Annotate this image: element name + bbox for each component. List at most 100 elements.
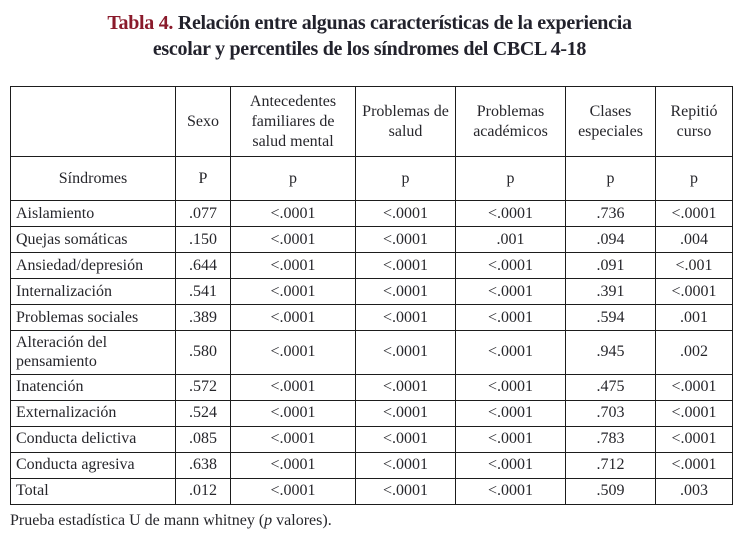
table-cell: .085 (175, 425, 231, 453)
table-row: Externalización .524 <.0001 <.0001 <.0001.70… (10, 399, 733, 427)
table-cell: .389 (175, 304, 231, 332)
table-cell: <.0001 (355, 477, 456, 505)
row-label: Inatención (10, 373, 176, 401)
table-cell: <.0001 (355, 226, 456, 254)
table-cell: <.0001 (230, 226, 356, 254)
row-label: Problemas sociales (10, 304, 176, 332)
table-cell: <.0001 (455, 477, 566, 505)
table-cell: <.0001 (355, 304, 456, 332)
header-row-top: Sexo Antecedentes familiares de salud men… (10, 86, 733, 158)
table-row: Internalización .541 <.0001 <.0001 <.0001.39… (10, 278, 733, 306)
row-label: Conducta delictiva (10, 425, 176, 453)
column-header (10, 86, 176, 158)
table-row: Problemas sociales .389 <.0001 <.0001 <.0001… (10, 304, 733, 332)
table-cell: .783 (565, 425, 656, 453)
table-cell: <.0001 (230, 425, 356, 453)
table-cell: <.0001 (355, 373, 456, 401)
table-cell: <.0001 (455, 278, 566, 306)
table-cell: .475 (565, 373, 656, 401)
column-subheader: P (175, 156, 231, 202)
row-label: Conducta agresiva (10, 451, 176, 479)
table-cell: .524 (175, 399, 231, 427)
table-cell: <.0001 (455, 200, 566, 228)
row-label: Alteración del pensamiento (10, 330, 176, 375)
table-cell: <.0001 (230, 200, 356, 228)
table-cell: <.0001 (455, 304, 566, 332)
table-cell: .712 (565, 451, 656, 479)
table-cell: <.0001 (655, 373, 733, 401)
row-label: Aislamiento (10, 200, 176, 228)
table-cell: <.0001 (355, 399, 456, 427)
table-title-label: Tabla 4. (107, 12, 174, 34)
column-subheader: p (355, 156, 456, 202)
row-label: Externalización (10, 399, 176, 427)
column-header: Antecedentes familiares de salud mental (230, 86, 356, 158)
table-header: Sexo Antecedentes familiares de salud men… (10, 86, 733, 202)
table-cell: <.0001 (655, 399, 733, 427)
table-cell: <.0001 (355, 330, 456, 375)
table-cell: .004 (655, 226, 733, 254)
table-cell: .001 (655, 304, 733, 332)
table-row: Conducta delictiva .085 <.0001 <.0001 <.0001… (10, 425, 733, 453)
column-header: Repitió curso (655, 86, 733, 158)
table-cell: .094 (565, 226, 656, 254)
table-cell: <.0001 (230, 477, 356, 505)
table-cell: <.0001 (655, 451, 733, 479)
table-row: Aislamiento .077 <.0001 <.0001 <.0001.736 <.0… (10, 200, 733, 228)
table-cell: <.0001 (455, 330, 566, 375)
footnote-suffix: valores). (272, 511, 332, 529)
table-cell: <.0001 (455, 373, 566, 401)
table-cell: .509 (565, 477, 656, 505)
table-row: Conducta agresiva .638 <.0001 <.0001 <.0001.… (10, 451, 733, 479)
table-cell: <.0001 (455, 425, 566, 453)
table-title-line1: Relación entre algunas características d… (173, 12, 632, 34)
table-row: Total .012 <.0001 <.0001 <.0001.509.003 (10, 477, 733, 505)
table-cell: .077 (175, 200, 231, 228)
table-cell: <.0001 (230, 304, 356, 332)
table-row: Alteración del pensamiento .580 <.0001 <.00… (10, 330, 733, 375)
table-cell: <.0001 (355, 425, 456, 453)
table-cell: .002 (655, 330, 733, 375)
column-subheader: p (565, 156, 656, 202)
table-cell: <.0001 (230, 451, 356, 479)
table-cell: <.0001 (455, 252, 566, 280)
table-cell: <.0001 (355, 278, 456, 306)
table-cell: .703 (565, 399, 656, 427)
table-cell: <.0001 (655, 200, 733, 228)
table-cell: <.0001 (455, 399, 566, 427)
column-subheader: p (455, 156, 566, 202)
column-subheader: p (230, 156, 356, 202)
table-cell: <.0001 (355, 252, 456, 280)
table-cell: .391 (565, 278, 656, 306)
table-cell: .644 (175, 252, 231, 280)
table-title-line2: escolar y percentiles de los síndromes d… (152, 37, 587, 60)
footnote-prefix: Prueba estadística U de mann whitney ( (10, 511, 265, 529)
table-cell: .003 (655, 477, 733, 505)
table-cell: .594 (565, 304, 656, 332)
table-cell: .638 (175, 451, 231, 479)
table-row: Inatención .572 <.0001 <.0001 <.0001.475 <.00… (10, 373, 733, 401)
column-header: Sexo (175, 86, 231, 158)
table-cell: <.0001 (230, 373, 356, 401)
table-cell: <.0001 (455, 451, 566, 479)
footnote-p-symbol: p (264, 511, 273, 529)
table-cell: .945 (565, 330, 656, 375)
table-cell: <.0001 (655, 278, 733, 306)
row-label: Internalización (10, 278, 176, 306)
row-label: Total (10, 477, 176, 505)
table-cell: .012 (175, 477, 231, 505)
row-label: Ansiedad/depresión (10, 252, 176, 280)
results-table: Sexo Antecedentes familiares de salud men… (10, 86, 733, 505)
table-cell: .580 (175, 330, 231, 375)
table-cell: <.0001 (355, 451, 456, 479)
table-cell: <.0001 (230, 252, 356, 280)
table-cell: <.0001 (230, 278, 356, 306)
table-cell: <.001 (655, 252, 733, 280)
table-cell: <.0001 (230, 330, 356, 375)
table-cell: .541 (175, 278, 231, 306)
table-cell: .736 (565, 200, 656, 228)
column-header: Problemas académicos (455, 86, 566, 158)
table-footnote: Prueba estadística U de mann whitney (p … (10, 512, 739, 530)
